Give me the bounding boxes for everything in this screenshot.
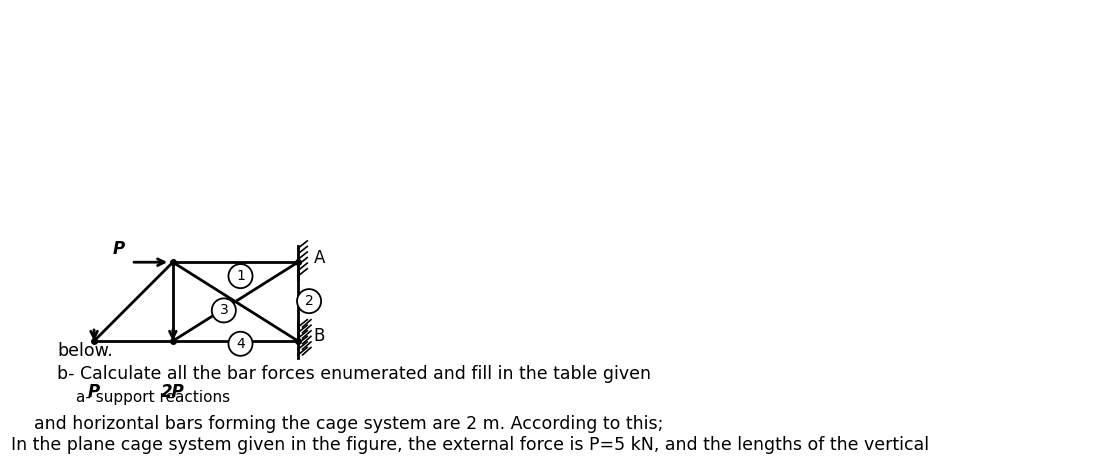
- Text: A: A: [314, 249, 325, 267]
- Text: 3: 3: [220, 303, 228, 317]
- Text: In the plane cage system given in the figure, the external force is P=5 kN, and : In the plane cage system given in the fi…: [11, 437, 929, 454]
- Circle shape: [228, 264, 253, 288]
- Text: P: P: [113, 240, 125, 257]
- Circle shape: [228, 332, 253, 356]
- Text: P: P: [88, 383, 100, 401]
- Text: B: B: [314, 327, 325, 345]
- Text: below.: below.: [57, 342, 113, 360]
- Text: 4: 4: [236, 337, 245, 351]
- Text: b- Calculate all the bar forces enumerated and fill in the table given: b- Calculate all the bar forces enumerat…: [57, 365, 651, 383]
- Text: a- support reactions: a- support reactions: [76, 390, 229, 405]
- Circle shape: [212, 299, 236, 322]
- Text: 2: 2: [305, 294, 313, 308]
- Text: 2P: 2P: [161, 383, 184, 401]
- Circle shape: [298, 289, 321, 313]
- Text: 1: 1: [236, 269, 245, 283]
- Text: and horizontal bars forming the cage system are 2 m. According to this;: and horizontal bars forming the cage sys…: [34, 415, 663, 433]
